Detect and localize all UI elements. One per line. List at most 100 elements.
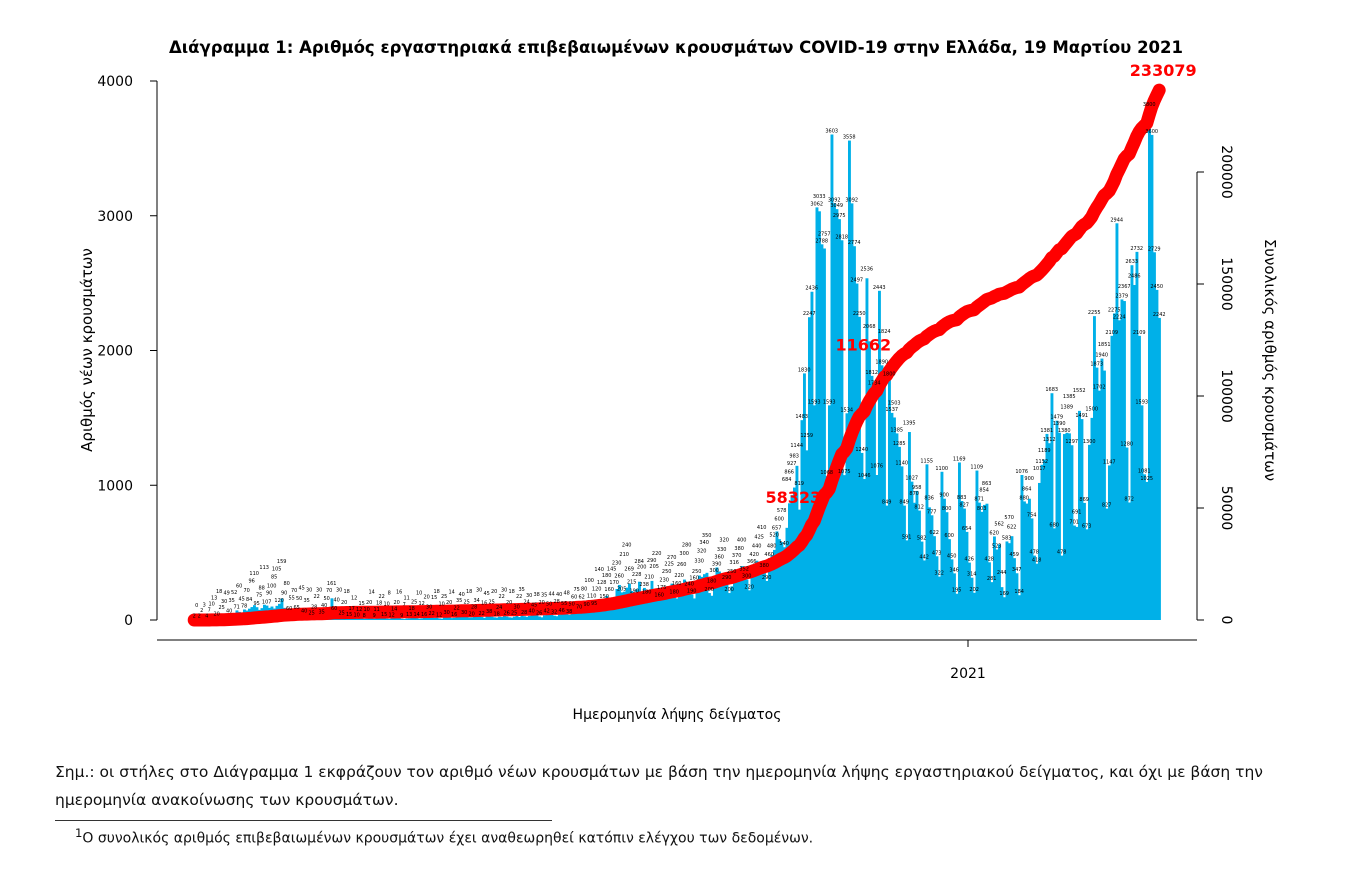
bar-value-label: 145	[607, 567, 617, 573]
bar	[405, 618, 409, 620]
bar-value-label: 3800	[1143, 102, 1156, 108]
bar-value-label: 35	[319, 609, 325, 615]
bar	[540, 617, 544, 620]
bar-value-label: 1479	[1050, 415, 1063, 421]
bar	[958, 462, 961, 620]
bar-value-label: 20	[469, 611, 475, 617]
bar-value-label: 3	[203, 602, 206, 608]
bar-value-label: 160	[689, 576, 699, 582]
bar	[730, 586, 734, 620]
bar-value-label: 20	[424, 595, 430, 601]
bar	[498, 616, 501, 620]
bar-value-label: 28	[311, 605, 317, 611]
bar-value-label: 71	[234, 604, 240, 610]
bar-value-label: 10	[209, 602, 215, 608]
bar-value-label: 1297	[1065, 439, 1078, 445]
bar	[353, 618, 356, 620]
bar	[378, 617, 381, 620]
bar-value-label: 25	[309, 611, 315, 617]
bar-value-label: 90	[281, 591, 287, 597]
bar	[575, 609, 579, 620]
bar	[695, 586, 699, 620]
bar-value-label: 1890	[875, 359, 888, 365]
bar	[418, 618, 421, 620]
bar-value-label: 9	[373, 613, 376, 619]
bar-value-label: 220	[674, 573, 684, 579]
bar-value-label: 3092	[845, 197, 858, 203]
bar-value-label: 10	[354, 613, 360, 619]
bar	[745, 579, 749, 620]
bar	[988, 562, 991, 620]
bar	[543, 615, 546, 620]
bar	[753, 563, 756, 620]
bar	[985, 503, 989, 620]
bar-value-label: 52	[231, 590, 237, 596]
bar-value-label: 366	[747, 559, 757, 565]
bar	[508, 617, 511, 620]
bar-value-label: 523	[992, 544, 1002, 550]
bar-value-label: 12	[351, 596, 357, 602]
bar	[523, 616, 526, 620]
bar-value-label: 1068	[820, 470, 833, 476]
bar-value-label: 1851	[1098, 342, 1111, 348]
bar-value-label: 80	[581, 586, 587, 592]
bar	[370, 618, 374, 620]
footnote-text: Ο συνολικός αριθμός επιβεβαιωμένων κρουσ…	[82, 830, 814, 847]
bar	[833, 203, 836, 620]
bar-value-label: 55	[289, 595, 295, 601]
bar-value-label: 62	[579, 594, 585, 600]
bar	[1018, 595, 1021, 620]
bar-value-label: 1593	[823, 399, 836, 405]
bar	[425, 617, 429, 620]
bar-value-label: 520	[769, 533, 779, 539]
bar-value-label: 478	[1029, 550, 1039, 556]
bar	[733, 577, 736, 620]
bar	[478, 615, 481, 620]
bar	[1135, 251, 1139, 620]
bar-value-label: 30	[336, 588, 342, 594]
bar-value-label: 20	[491, 589, 497, 595]
bar-value-label: 1385	[1063, 394, 1076, 400]
bar-value-label: 110	[249, 571, 259, 577]
bar-value-label: 1027	[905, 476, 918, 482]
y2-tick-label: 100000	[1218, 369, 1234, 422]
bar-value-label: 30	[221, 599, 227, 605]
bar	[1145, 481, 1149, 620]
bar-value-label: 30	[426, 604, 432, 610]
bar-value-label: 3062	[810, 201, 823, 207]
bar	[1063, 434, 1066, 620]
bar	[375, 618, 379, 620]
bar-value-label: 34	[474, 598, 480, 604]
bar	[1090, 417, 1094, 620]
bar	[830, 134, 834, 621]
bar-value-label: 250	[662, 569, 672, 575]
bar-value-label: 1390	[1053, 421, 1066, 427]
bar-value-label: 22	[454, 605, 460, 611]
bar-value-label: 20	[214, 611, 220, 617]
bar-value-label: 10	[439, 602, 445, 608]
bar	[520, 615, 524, 620]
bar	[1000, 587, 1004, 620]
bar-value-label: 8	[363, 613, 366, 619]
bar-value-label: 28	[521, 610, 527, 616]
bar-value-label: 170	[609, 580, 619, 586]
bar	[580, 611, 584, 620]
bar	[438, 618, 441, 620]
bar	[893, 417, 896, 620]
bar	[1095, 367, 1099, 620]
bar-value-label: 872	[1124, 497, 1134, 503]
axes: 0100020003000400005000010000015000020000…	[97, 74, 1234, 682]
bar-value-label: 1702	[1093, 385, 1106, 391]
bar-value-label: 827	[959, 503, 969, 509]
bar-value-label: 105	[272, 566, 282, 572]
bar	[680, 584, 684, 620]
bar-value-label: 420	[749, 552, 759, 558]
bar	[355, 618, 359, 620]
bar-value-label: 352	[739, 567, 749, 573]
bar	[388, 618, 391, 620]
bar-value-label: 4	[205, 614, 208, 620]
bar-value-label: 70	[244, 588, 250, 594]
bar-value-label: 55	[561, 601, 567, 607]
bar-value-label: 582	[917, 536, 927, 542]
bar	[1075, 526, 1079, 620]
